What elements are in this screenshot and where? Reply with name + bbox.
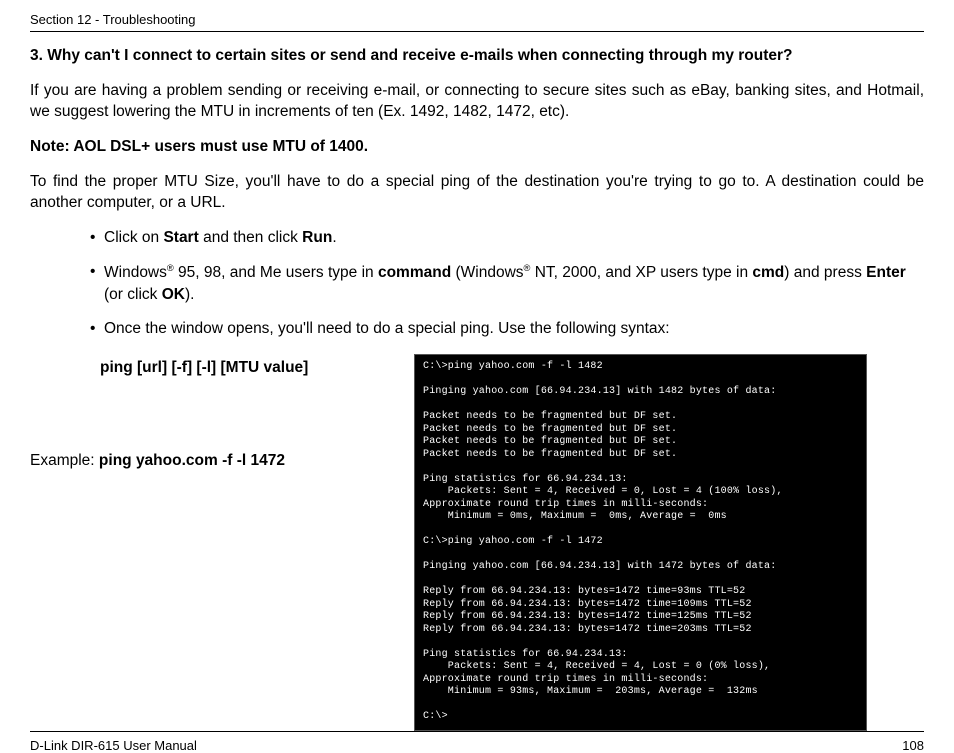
text: (Windows bbox=[451, 265, 523, 282]
ok-label: OK bbox=[162, 286, 185, 303]
terminal-screenshot: C:\>ping yahoo.com -f -l 1482 Pinging ya… bbox=[414, 354, 867, 731]
bullet-1: Click on Start and then click Run. bbox=[90, 228, 924, 249]
left-column: ping [url] [-f] [-l] [MTU value] Example… bbox=[30, 354, 390, 472]
command-label: command bbox=[378, 265, 451, 282]
text: (or click bbox=[104, 286, 162, 303]
note-line: Note: AOL DSL+ users must use MTU of 140… bbox=[30, 137, 924, 158]
footer-left: D-Link DIR-615 User Manual bbox=[30, 738, 197, 753]
question-text: Why can't I connect to certain sites or … bbox=[47, 47, 792, 64]
example-label: Example: bbox=[30, 452, 99, 469]
page: Section 12 - Troubleshooting 3. Why can'… bbox=[0, 0, 954, 738]
text: 95, 98, and Me users type in bbox=[174, 265, 378, 282]
paragraph-2: To find the proper MTU Size, you'll have… bbox=[30, 172, 924, 214]
bullet-list: Click on Start and then click Run. Windo… bbox=[30, 228, 924, 341]
example-command: ping yahoo.com -f -l 1472 bbox=[99, 452, 285, 469]
example-line: Example: ping yahoo.com -f -l 1472 bbox=[30, 451, 390, 472]
cmd-label: cmd bbox=[752, 265, 784, 282]
question-heading: 3. Why can't I connect to certain sites … bbox=[30, 46, 924, 67]
text: Click on bbox=[104, 229, 163, 246]
registered-icon: ® bbox=[167, 263, 174, 273]
text: and then click bbox=[199, 229, 302, 246]
ping-syntax: ping [url] [-f] [-l] [MTU value] bbox=[30, 358, 390, 379]
syntax-example-row: ping [url] [-f] [-l] [MTU value] Example… bbox=[30, 354, 924, 731]
text: . bbox=[332, 229, 336, 246]
question-number: 3. bbox=[30, 47, 43, 64]
enter-label: Enter bbox=[866, 265, 906, 282]
section-header: Section 12 - Troubleshooting bbox=[30, 12, 924, 32]
run-label: Run bbox=[302, 229, 332, 246]
text: ) and press bbox=[784, 265, 866, 282]
bullet-3: Once the window opens, you'll need to do… bbox=[90, 319, 924, 340]
text: Windows bbox=[104, 265, 167, 282]
footer: D-Link DIR-615 User Manual 108 bbox=[30, 731, 924, 753]
text: NT, 2000, and XP users type in bbox=[530, 265, 752, 282]
footer-page-number: 108 bbox=[902, 738, 924, 753]
section-title: Section 12 - Troubleshooting bbox=[30, 12, 196, 27]
content-area: 3. Why can't I connect to certain sites … bbox=[30, 32, 924, 731]
text: ). bbox=[185, 286, 194, 303]
paragraph-1: If you are having a problem sending or r… bbox=[30, 81, 924, 123]
bullet-2: Windows® 95, 98, and Me users type in co… bbox=[90, 262, 924, 305]
start-label: Start bbox=[163, 229, 198, 246]
